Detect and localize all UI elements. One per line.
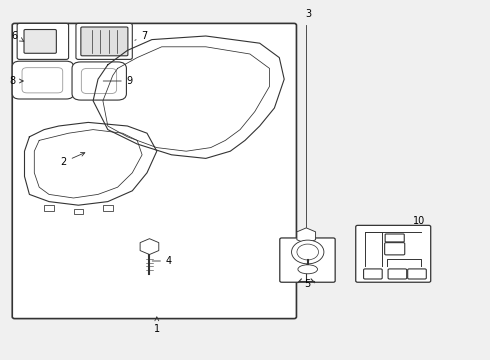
FancyBboxPatch shape: [81, 68, 117, 94]
Bar: [103, 205, 113, 211]
Text: 7: 7: [135, 31, 147, 41]
Text: 6: 6: [12, 31, 24, 41]
FancyBboxPatch shape: [388, 269, 407, 279]
Text: 8: 8: [9, 76, 23, 86]
Bar: [44, 205, 54, 211]
Text: 2: 2: [61, 153, 85, 167]
FancyBboxPatch shape: [280, 238, 335, 282]
Text: 3: 3: [306, 9, 312, 19]
Circle shape: [292, 240, 324, 264]
FancyBboxPatch shape: [81, 27, 128, 56]
Text: 1: 1: [154, 317, 160, 334]
Text: 5: 5: [305, 279, 311, 289]
Circle shape: [297, 244, 318, 260]
FancyBboxPatch shape: [72, 62, 126, 100]
Text: 4: 4: [152, 256, 172, 266]
FancyBboxPatch shape: [76, 23, 132, 59]
FancyBboxPatch shape: [22, 68, 63, 93]
Text: 9: 9: [103, 76, 133, 86]
Text: 10: 10: [413, 216, 425, 226]
FancyBboxPatch shape: [12, 61, 74, 99]
FancyBboxPatch shape: [408, 269, 426, 279]
FancyBboxPatch shape: [17, 23, 69, 59]
Ellipse shape: [298, 265, 318, 274]
FancyBboxPatch shape: [385, 243, 405, 255]
FancyBboxPatch shape: [356, 225, 431, 282]
FancyBboxPatch shape: [385, 234, 404, 242]
FancyBboxPatch shape: [364, 269, 382, 279]
Bar: [74, 209, 83, 214]
FancyBboxPatch shape: [24, 30, 56, 53]
FancyBboxPatch shape: [12, 23, 296, 319]
